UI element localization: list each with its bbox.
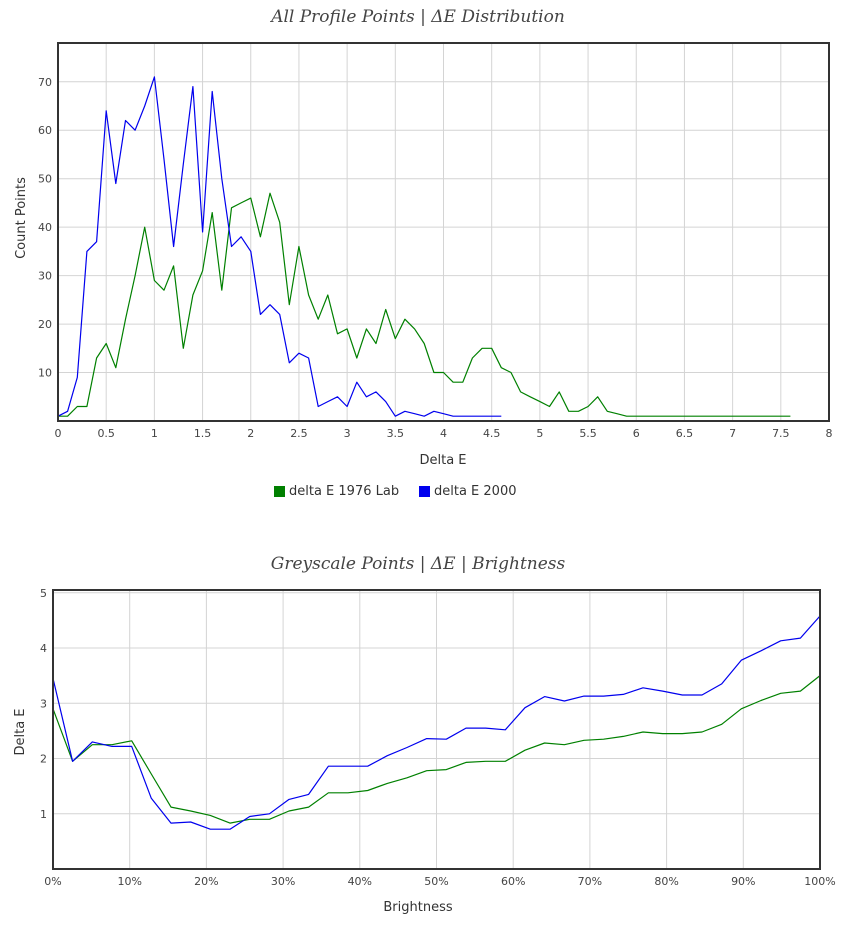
x-tick-label: 100%: [804, 875, 835, 888]
x-tick-label: 30%: [271, 875, 295, 888]
series-line-delta-e-2000: [52, 615, 821, 830]
x-tick-label: 7: [729, 427, 736, 440]
x-tick-label: 1: [151, 427, 158, 440]
series-line-delta-e-1976-lab: [58, 192, 791, 417]
x-tick-label: 0%: [44, 875, 61, 888]
y-tick-label: 40: [38, 221, 52, 234]
y-tick-label: 10: [38, 367, 52, 380]
x-tick-label: 2: [247, 427, 254, 440]
x-tick-label: 80%: [654, 875, 678, 888]
x-tick-label: 3: [344, 427, 351, 440]
x-tick-label: 4.5: [483, 427, 501, 440]
y-axis-title: Delta E: [13, 708, 28, 755]
x-tick-label: 20%: [194, 875, 218, 888]
y-tick-label: 2: [40, 753, 47, 766]
x-tick-label: 70%: [578, 875, 602, 888]
x-tick-label: 6: [633, 427, 640, 440]
x-axis-title: Brightness: [383, 900, 452, 915]
x-tick-label: 0: [55, 427, 62, 440]
x-tick-label: 0.5: [97, 427, 115, 440]
x-tick-label: 40%: [348, 875, 372, 888]
x-tick-label: 6.5: [676, 427, 694, 440]
legend-swatch-1976: [274, 486, 285, 497]
legend-swatch-2000: [419, 486, 430, 497]
chart-title: Greyscale Points | ΔE | Brightness: [271, 554, 566, 574]
delta-e-distribution-chart: All Profile Points | ΔE Distribution 0 0.…: [14, 7, 833, 499]
x-tick-label: 5.5: [579, 427, 597, 440]
plot-frame: [52, 589, 821, 870]
y-tick-label: 20: [38, 318, 52, 331]
y-tick-label: 50: [38, 173, 52, 186]
x-tick-label: 5: [536, 427, 543, 440]
y-tick-label: 3: [40, 697, 47, 710]
x-tick-label: 7.5: [772, 427, 790, 440]
y-tick-label: 4: [40, 642, 47, 655]
y-tick-label: 5: [40, 587, 47, 600]
y-tick-label: 1: [40, 808, 47, 821]
y-tick-label: 30: [38, 270, 52, 283]
greyscale-brightness-chart: Greyscale Points | ΔE | Brightness 0% 10%…: [13, 554, 836, 915]
x-tick-label: 60%: [501, 875, 525, 888]
x-tick-label: 2.5: [290, 427, 308, 440]
x-tick-label: 8: [826, 427, 833, 440]
chart-title: All Profile Points | ΔE Distribution: [269, 7, 565, 27]
y-tick-label: 70: [38, 76, 52, 89]
legend-label-2000: delta E 2000: [434, 484, 517, 499]
y-tick-label: 60: [38, 124, 52, 137]
series-line-delta-e-1976-lab: [52, 675, 821, 824]
x-tick-label: 3.5: [387, 427, 405, 440]
x-tick-label: 10%: [117, 875, 141, 888]
series-line-delta-e-2000: [57, 76, 502, 417]
x-tick-label: 4: [440, 427, 447, 440]
x-tick-label: 50%: [424, 875, 448, 888]
legend: delta E 1976 Lab delta E 2000: [274, 484, 517, 499]
y-axis-title: Count Points: [14, 177, 29, 259]
legend-label-1976: delta E 1976 Lab: [289, 484, 399, 499]
x-tick-label: 90%: [731, 875, 755, 888]
plot-frame: [57, 42, 830, 422]
x-axis-title: Delta E: [419, 453, 466, 468]
x-tick-label: 1.5: [194, 427, 212, 440]
